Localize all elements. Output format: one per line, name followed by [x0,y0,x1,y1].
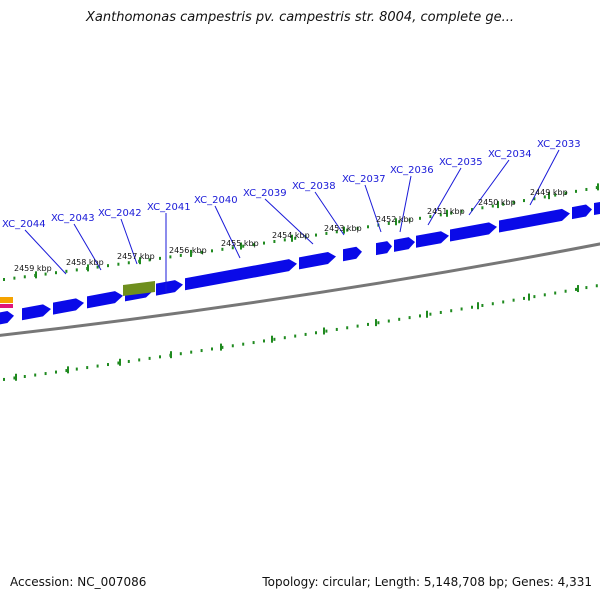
gene-arrow[interactable] [572,204,592,220]
gene-arrow[interactable] [450,222,497,242]
position-label: 2457 kbp [117,252,155,261]
leader-line [427,167,462,226]
gene-arrow[interactable] [416,231,449,248]
gene-arrow[interactable] [0,310,14,326]
gene-label-xc-2035[interactable]: XC_2035 [439,157,483,168]
gene-feature-highlight[interactable] [123,281,155,296]
gene-label-xc-2036[interactable]: XC_2036 [390,165,434,176]
gene-label-xc-2043[interactable]: XC_2043 [51,213,95,224]
feature-orange-edge[interactable] [0,297,13,303]
gene-label-xc-2034[interactable]: XC_2034 [488,149,532,160]
gene-leader-lines [24,149,560,292]
genome-summary-text: Topology: circular; Length: 5,148,708 bp… [262,575,592,589]
gene-arrow[interactable] [499,208,570,233]
gene-arrow[interactable] [156,280,183,296]
gene-arrow[interactable] [22,304,51,321]
position-label: 2455 kbp [221,239,259,248]
leader-line [399,175,412,233]
position-label: 2459 kbp [14,264,52,273]
gene-arrow[interactable] [594,201,600,216]
leader-line [73,223,102,271]
gene-label-xc-2039[interactable]: XC_2039 [243,188,287,199]
feature-pink-edge[interactable] [0,304,13,308]
gene-label-xc-2033[interactable]: XC_2033 [537,139,581,150]
gene-arrow[interactable] [376,241,392,256]
position-label: 2449 kbp [530,188,568,197]
position-label: 2458 kbp [66,258,104,267]
gene-label-xc-2038[interactable]: XC_2038 [292,181,336,192]
gene-arrow[interactable] [394,237,415,252]
gene-label-xc-2042[interactable]: XC_2042 [98,208,142,219]
backbone-arc [0,242,600,337]
tick-marks [3,183,599,381]
leader-line [214,205,241,259]
leader-line [314,191,345,236]
position-label: 2453 kbp [324,224,362,233]
leader-line [120,218,138,265]
position-label: 2450 kbp [478,198,516,207]
gene-track [0,201,600,326]
gene-label-xc-2037[interactable]: XC_2037 [342,174,386,185]
gene-arrow[interactable] [87,291,123,309]
position-labels: 2459 kbp 2458 kbp 2457 kbp 2456 kbp 2455… [14,188,568,273]
gene-arrow[interactable] [299,251,336,270]
leader-line [264,198,314,245]
position-label: 2451 kbp [427,207,465,216]
map-title: Xanthomonas campestris pv. campestris st… [86,10,514,25]
leader-line [364,184,382,233]
gene-label-xc-2040[interactable]: XC_2040 [194,195,238,206]
gene-label-xc-2044[interactable]: XC_2044 [2,219,46,230]
gene-label-xc-2041[interactable]: XC_2041 [147,202,191,213]
gene-arrow[interactable] [53,298,84,315]
accession-text: Accession: NC_007086 [10,575,147,589]
leader-line [24,229,67,275]
position-label: 2452 kbp [376,215,414,224]
gene-labels: XC_2044 XC_2043 XC_2042 XC_2041 XC_2040 … [2,139,581,230]
leader-line [529,149,560,206]
gene-arrow[interactable] [343,246,362,262]
position-label: 2454 kbp [272,231,310,240]
gene-arrow[interactable] [185,259,297,291]
position-label: 2456 kbp [169,246,207,255]
leader-line [468,159,510,216]
